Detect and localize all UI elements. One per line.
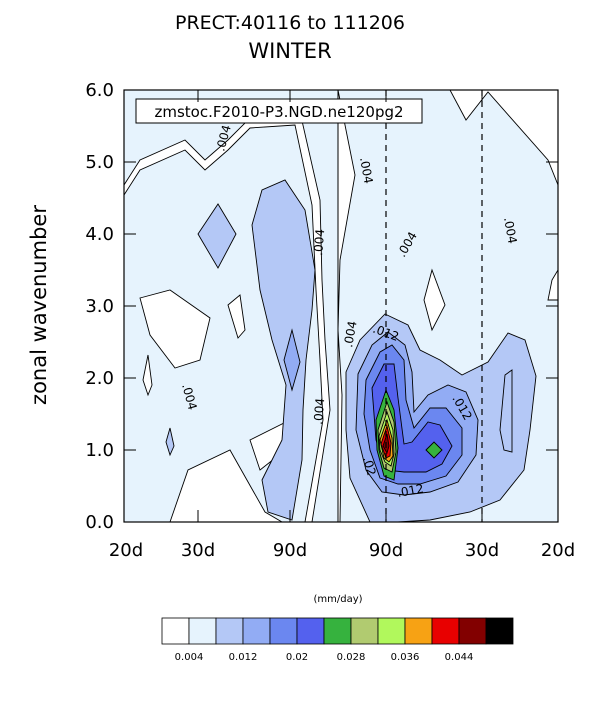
annotation-text: zmstoc.F2010-P3.NGD.ne120pg2 bbox=[154, 103, 403, 121]
y-axis bbox=[124, 89, 558, 523]
x-tick-label: 20d bbox=[109, 540, 143, 561]
contour-fill-lightblue-strip bbox=[499, 369, 513, 453]
contour-fill-white-blob1 bbox=[139, 289, 211, 369]
contour-fill-lightpurple-small bbox=[165, 427, 175, 457]
contour-fill-medblue-blob bbox=[283, 328, 301, 392]
y-tick-label: 5.0 bbox=[85, 152, 114, 173]
colorbar-label: 0.028 bbox=[337, 652, 366, 663]
colorbar-swatch bbox=[350, 617, 379, 645]
contour-label: .02 bbox=[360, 455, 378, 477]
colorbar-swatch bbox=[296, 617, 325, 645]
y-tick-label: 6.0 bbox=[85, 80, 114, 101]
colorbar-swatch bbox=[485, 617, 514, 645]
colorbar-swatch bbox=[323, 617, 352, 645]
units-label: (mm/day) bbox=[313, 594, 362, 605]
contour-fill-green-blob bbox=[425, 441, 443, 459]
contour-label: .004 bbox=[311, 228, 327, 256]
contour-fill-white-top bbox=[124, 90, 558, 186]
colorbar-label: 0.036 bbox=[391, 652, 420, 663]
contour-label: .004 bbox=[213, 123, 233, 152]
y-tick-label: 2.0 bbox=[85, 368, 114, 389]
contour-fill-white-blob5 bbox=[423, 268, 446, 332]
colorbar-swatch bbox=[242, 617, 271, 645]
colorbar-swatch bbox=[215, 617, 244, 645]
colorbar-swatch bbox=[458, 617, 487, 645]
contour-fill-white-blob3 bbox=[142, 354, 153, 397]
x-tick-label: 90d bbox=[369, 540, 403, 561]
x-axis bbox=[123, 90, 559, 522]
colorbar-swatch bbox=[404, 617, 433, 645]
colorbar-swatch bbox=[188, 617, 217, 645]
x-tick-label: 30d bbox=[181, 540, 215, 561]
contour-fill-white-mid bbox=[337, 90, 356, 522]
chart-subtitle: WINTER bbox=[248, 39, 331, 63]
contour-label: .004 bbox=[341, 320, 359, 349]
x-tick-label: 30d bbox=[465, 540, 499, 561]
colorbar: 0.004 0.012 0.02 0.028 0.036 0.044 bbox=[161, 617, 514, 663]
contour-fill-white-right bbox=[547, 269, 558, 301]
colorbar-swatch bbox=[269, 617, 298, 645]
y-tick-label: 3.0 bbox=[85, 296, 114, 317]
colorbar-label: 0.02 bbox=[286, 652, 308, 663]
x-tick-label: 90d bbox=[273, 540, 307, 561]
contour-fill-lightpurple-blob bbox=[197, 203, 237, 269]
contour-label: .004 bbox=[179, 382, 199, 411]
contour-fill-white-blob2 bbox=[227, 294, 246, 339]
contour-label: .012 bbox=[396, 482, 425, 500]
colorbar-swatch bbox=[431, 617, 460, 645]
plot-area: .004 .004 .004 .004 .004 .004 .004 .004 … bbox=[123, 89, 559, 523]
annotation-box bbox=[135, 98, 423, 124]
colorbar-swatch bbox=[161, 617, 190, 645]
contour-label: .004 bbox=[501, 216, 519, 245]
colorbar-label: 0.004 bbox=[175, 652, 204, 663]
contour-label: .004 bbox=[357, 156, 375, 185]
y-tick-label: 1.0 bbox=[85, 440, 114, 461]
colorbar-label: 0.012 bbox=[229, 652, 258, 663]
y-tick-label: 4.0 bbox=[85, 224, 114, 245]
colorbar-swatch bbox=[377, 617, 406, 645]
contour-label: .004 bbox=[311, 397, 327, 425]
chart-title: PRECT:40116 to 111206 bbox=[175, 12, 405, 34]
y-tick-label: 0.0 bbox=[85, 512, 114, 533]
x-tick-label: 20d bbox=[541, 540, 575, 561]
y-axis-label: zonal wavenumber bbox=[27, 205, 51, 405]
colorbar-label: 0.044 bbox=[445, 652, 474, 663]
contour-fill-lightpurple-left bbox=[251, 179, 316, 521]
